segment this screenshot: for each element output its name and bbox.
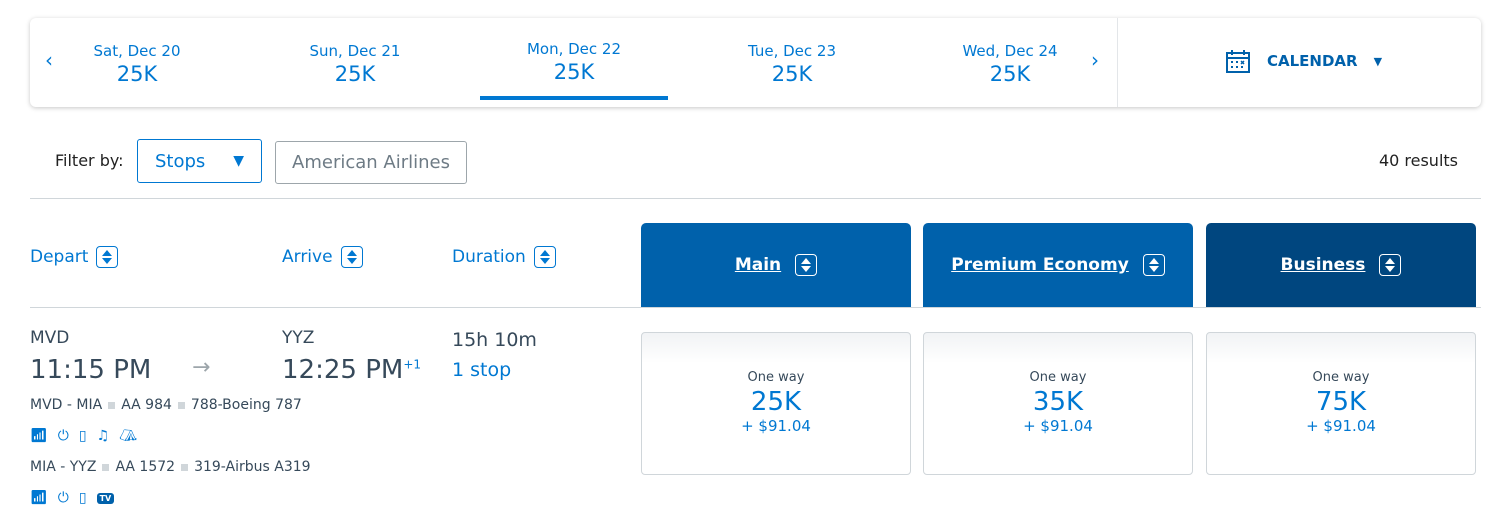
stops-label: Stops	[155, 150, 206, 172]
date-tab-dec-22[interactable]: Mon, Dec 22 25K	[484, 40, 664, 84]
flight-number: AA 984	[121, 397, 172, 413]
sort-depart[interactable]: Depart	[30, 246, 119, 268]
duration-header: Duration	[452, 247, 526, 267]
cabin-label: Premium Economy	[951, 255, 1129, 275]
usb-icon[interactable]: ▯	[78, 428, 87, 444]
sort-icon	[533, 246, 556, 268]
cabin-label: Business	[1280, 255, 1366, 275]
selected-date-indicator	[480, 96, 668, 100]
fare-type: One way	[1312, 370, 1370, 385]
stops-filter-dropdown[interactable]: Stops ▼	[137, 139, 262, 183]
sort-duration[interactable]: Duration	[452, 246, 556, 268]
date-tab-dec-20[interactable]: Sat, Dec 20 25K	[47, 42, 227, 86]
fare-miles: 75K	[1315, 387, 1367, 417]
arrow-right-icon: →	[192, 355, 211, 380]
date-price: 25K	[334, 62, 376, 86]
arrive-time: 12:25 PM	[282, 355, 404, 385]
segment-2-amenities: 📶︎ ⏻︎ ▯ TV	[30, 490, 115, 506]
results-count: 40 results	[1378, 151, 1458, 170]
cabin-label: Main	[734, 255, 782, 275]
fare-main[interactable]: One way 25K + $91.04	[641, 332, 911, 475]
wifi-icon[interactable]: 📶︎	[30, 490, 48, 506]
sort-icon	[96, 246, 119, 268]
lie-flat-seat-icon[interactable]: ⛺︎	[119, 428, 137, 444]
date-label: Sat, Dec 20	[93, 42, 181, 60]
sort-icon	[340, 246, 363, 268]
aircraft: 319-Airbus A319	[194, 459, 311, 475]
fare-business[interactable]: One way 75K + $91.04	[1206, 332, 1476, 475]
fare-type: One way	[1029, 370, 1087, 385]
day-offset: +1	[403, 357, 422, 372]
separator	[181, 463, 189, 471]
destination-code: YYZ	[282, 328, 315, 348]
date-label: Mon, Dec 22	[526, 40, 622, 58]
wifi-icon[interactable]: 📶︎	[30, 428, 48, 444]
fare-miles: 35K	[1032, 387, 1084, 417]
tv-icon[interactable]: TV	[96, 492, 115, 504]
fare-type: One way	[747, 370, 805, 385]
sort-icon	[1379, 254, 1402, 276]
segment-route: MVD - MIA	[30, 397, 103, 413]
fare-premium-economy[interactable]: One way 35K + $91.04	[923, 332, 1193, 475]
airline-label: American Airlines	[292, 152, 450, 173]
sort-icon	[1142, 254, 1165, 276]
flight-number: AA 1572	[115, 459, 176, 475]
segment-2: MIA - YYZ AA 1572 319-Airbus A319	[30, 459, 311, 475]
filter-label: Filter by:	[55, 151, 124, 170]
segment-1-amenities: 📶︎ ⏻︎ ▯ ♫ ⛺︎	[30, 428, 137, 444]
origin-code: MVD	[30, 328, 70, 348]
depart-header: Depart	[30, 247, 89, 267]
date-tab-dec-24[interactable]: Wed, Dec 24 25K	[920, 42, 1100, 86]
stops-link[interactable]: 1 stop	[452, 359, 512, 381]
date-price: 25K	[116, 62, 158, 86]
fare-taxes: + $91.04	[1023, 417, 1093, 435]
calendar-icon	[1226, 50, 1250, 73]
aircraft: 788-Boeing 787	[190, 397, 302, 413]
device-entertainment-icon[interactable]: ▯	[78, 490, 87, 506]
depart-time: 11:15 PM	[30, 355, 152, 385]
chevron-left-icon[interactable]: ‹	[45, 48, 53, 72]
date-price: 25K	[989, 62, 1031, 86]
date-bar: ‹ Sat, Dec 20 25K Sun, Dec 21 25K Mon, Dec…	[30, 18, 1481, 107]
duration: 15h 10m	[452, 329, 537, 351]
chevron-right-icon[interactable]: ›	[1091, 48, 1099, 72]
segment-route: MIA - YYZ	[30, 459, 97, 475]
caret-down-icon: ▼	[233, 153, 244, 169]
cabin-header-premium-economy[interactable]: Premium Economy	[923, 223, 1193, 307]
sort-icon	[795, 254, 818, 276]
divider	[30, 198, 1481, 199]
fare-taxes: + $91.04	[1306, 417, 1376, 435]
date-label: Sun, Dec 21	[309, 42, 401, 60]
fare-taxes: + $91.04	[741, 417, 811, 435]
entertainment-icon[interactable]: ♫	[96, 428, 110, 444]
date-price: 25K	[771, 62, 813, 86]
date-price: 25K	[553, 60, 595, 84]
fare-miles: 25K	[750, 387, 802, 417]
divider	[1117, 18, 1118, 107]
airline-filter-button[interactable]: American Airlines	[275, 141, 467, 184]
date-label: Wed, Dec 24	[962, 42, 1058, 60]
separator	[177, 401, 185, 409]
power-icon[interactable]: ⏻︎	[57, 490, 69, 506]
segment-1: MVD - MIA AA 984 788-Boeing 787	[30, 397, 302, 413]
divider	[30, 307, 1481, 308]
cabin-header-main[interactable]: Main	[641, 223, 911, 307]
power-icon[interactable]: ⏻︎	[57, 428, 69, 444]
arrive-header: Arrive	[282, 247, 333, 267]
date-tab-dec-21[interactable]: Sun, Dec 21 25K	[265, 42, 445, 86]
date-label: Tue, Dec 23	[747, 42, 837, 60]
calendar-label: CALENDAR	[1267, 52, 1358, 70]
separator	[108, 401, 116, 409]
caret-down-icon: ▼	[1373, 54, 1383, 68]
calendar-button[interactable]: CALENDAR ▼	[1225, 48, 1382, 74]
separator	[102, 463, 110, 471]
sort-arrive[interactable]: Arrive	[282, 246, 363, 268]
arrive-time-wrap: 12:25 PM+1	[282, 355, 421, 385]
date-tab-dec-23[interactable]: Tue, Dec 23 25K	[702, 42, 882, 86]
cabin-header-business[interactable]: Business	[1206, 223, 1476, 307]
